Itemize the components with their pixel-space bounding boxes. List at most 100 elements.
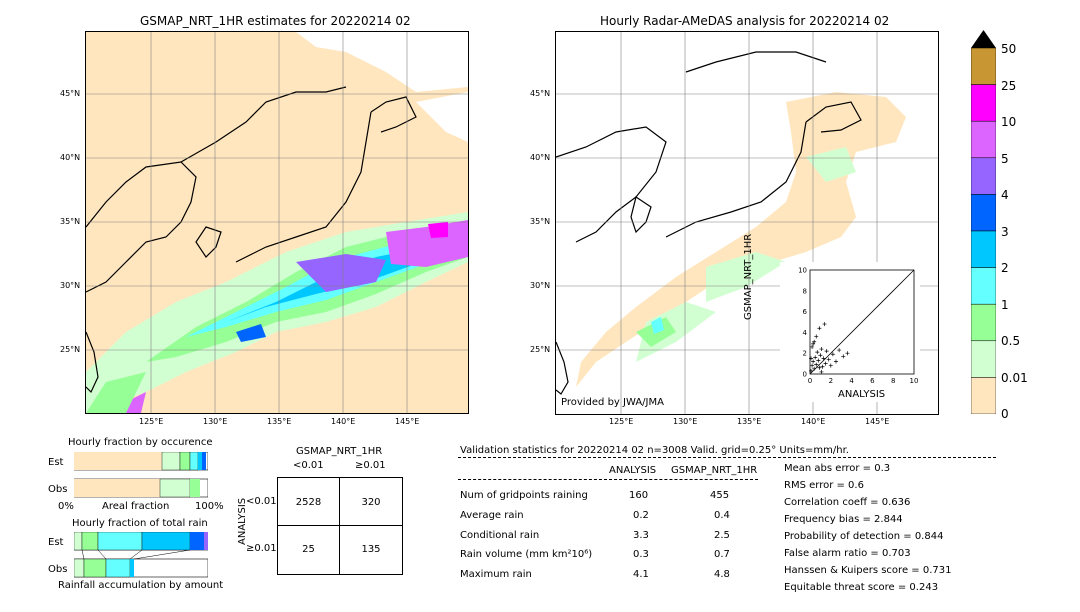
colorbar-swatch bbox=[970, 267, 997, 305]
cell-ge-ge: 135 bbox=[361, 544, 381, 555]
colorbar-swatches bbox=[970, 30, 997, 415]
occurrence-obs-label: Obs bbox=[48, 484, 68, 495]
cbar-label-0: 0 bbox=[1001, 407, 1009, 421]
scatter-x-tick: 4 bbox=[849, 377, 854, 385]
colorbar-swatch bbox=[970, 120, 997, 159]
right-lat-tick-40: 40°N bbox=[530, 153, 551, 162]
score-ets: Equitable threat score = 0.243 bbox=[784, 582, 939, 593]
scatter-xlabel: ANALYSIS bbox=[838, 389, 886, 400]
scatter-point bbox=[812, 339, 817, 344]
validation-header: Validation statistics for 20220214 02 n=… bbox=[460, 445, 849, 456]
colorbar-swatch bbox=[970, 157, 997, 195]
contingency-title: GSMAP_NRT_1HR bbox=[296, 446, 383, 457]
scatter-point bbox=[816, 358, 821, 363]
validation-row-label: Rain volume (mm km²10⁶) bbox=[460, 549, 593, 560]
scatter-point bbox=[828, 363, 833, 368]
colorbar-swatch bbox=[970, 47, 997, 85]
scatter-point bbox=[834, 359, 838, 364]
left-lon-tick-135: 135°E bbox=[267, 417, 292, 426]
scatter-point bbox=[809, 356, 814, 361]
occurrence-axis-right: 100% bbox=[195, 501, 224, 512]
validation-row-gsmap: 2.5 bbox=[714, 530, 730, 541]
total-rain-title: Hourly fraction of total rain bbox=[72, 518, 208, 529]
right-lat-tick-45: 45°N bbox=[530, 89, 551, 98]
scatter-point bbox=[823, 361, 828, 366]
validation-row-gsmap: 0.4 bbox=[714, 510, 730, 521]
scatter-inset: 0 0 2 2 4 4 6 6 8 8 10 10 bbox=[780, 262, 920, 402]
validation-col-analysis: ANALYSIS bbox=[609, 465, 657, 476]
validation-row-gsmap: 0.7 bbox=[714, 549, 730, 560]
cbar-label-0-01: 0.01 bbox=[1001, 371, 1028, 385]
score-frequency-bias: Frequency bias = 2.844 bbox=[784, 514, 903, 525]
cbar-label-3: 3 bbox=[1001, 225, 1009, 239]
scatter-point bbox=[811, 359, 816, 364]
left-lat-tick-25: 25°N bbox=[60, 345, 81, 354]
scatter-point bbox=[837, 348, 842, 353]
validation-col-divider bbox=[458, 479, 758, 480]
validation-col-gsmap: GSMAP_NRT_1HR bbox=[671, 465, 758, 476]
left-lon-tick-125: 125°E bbox=[139, 417, 164, 426]
left-lon-tick-130: 130°E bbox=[203, 417, 228, 426]
scatter-point bbox=[812, 366, 817, 371]
occurrence-axis-left: 0% bbox=[58, 501, 74, 512]
occurrence-est-label: Est bbox=[48, 457, 64, 468]
scatter-point bbox=[818, 353, 823, 358]
validation-row-analysis: 4.1 bbox=[633, 569, 649, 580]
scatter-y-tick: 8 bbox=[803, 287, 807, 295]
left-lon-tick-140: 140°E bbox=[331, 417, 356, 426]
total-rain-bars bbox=[73, 531, 209, 578]
scatter-x-tick: 10 bbox=[910, 377, 919, 385]
radar-credit: Provided by JWA/JMA bbox=[561, 397, 664, 408]
scatter-y-tick: 0 bbox=[803, 371, 807, 379]
validation-row-label: Num of gridpoints raining bbox=[460, 490, 588, 501]
score-hk: Hanssen & Kuipers score = 0.731 bbox=[784, 565, 952, 576]
total-rain-footer: Rainfall accumulation by amount bbox=[58, 580, 224, 591]
scatter-point bbox=[824, 349, 829, 354]
cbar-label-1: 1 bbox=[1001, 298, 1009, 312]
cbar-label-50: 50 bbox=[1001, 42, 1017, 56]
validation-divider bbox=[458, 457, 996, 458]
right-lon-tick-145: 145°E bbox=[865, 417, 890, 426]
cell-ge-lt: 25 bbox=[302, 544, 315, 555]
scatter-point bbox=[822, 322, 827, 327]
right-lat-tick-35: 35°N bbox=[530, 217, 551, 226]
scatter-x-tick: 2 bbox=[829, 377, 833, 385]
scatter-point bbox=[810, 363, 815, 368]
cell-lt-lt: 2528 bbox=[295, 497, 322, 508]
colorbar bbox=[970, 30, 997, 415]
total-rain-obs-label: Obs bbox=[48, 564, 68, 575]
right-map-title: Hourly Radar-AMeDAS analysis for 2022021… bbox=[600, 14, 890, 28]
colorbar-swatch bbox=[970, 84, 997, 122]
scatter-one-to-one-line bbox=[809, 269, 915, 375]
scatter-x-tick: 6 bbox=[870, 377, 875, 385]
scatter-point bbox=[841, 354, 846, 359]
validation-row-label: Average rain bbox=[460, 510, 524, 521]
right-lat-tick-25: 25°N bbox=[530, 345, 551, 354]
validation-row-analysis: 3.3 bbox=[633, 530, 649, 541]
cbar-label-5: 5 bbox=[1001, 152, 1009, 166]
cbar-label-10: 10 bbox=[1001, 115, 1017, 129]
left-lat-tick-35: 35°N bbox=[60, 217, 81, 226]
score-far: False alarm ratio = 0.703 bbox=[784, 548, 911, 559]
occurrence-axis-mid: Areal fraction bbox=[102, 501, 170, 512]
scatter-point bbox=[810, 344, 815, 349]
right-lon-tick-125: 125°E bbox=[609, 417, 634, 426]
cbar-label-2: 2 bbox=[1001, 261, 1009, 275]
scatter-point bbox=[819, 369, 824, 374]
cell-lt-ge: 320 bbox=[361, 497, 381, 508]
colorbar-swatch bbox=[970, 230, 997, 268]
validation-row-gsmap: 455 bbox=[710, 490, 730, 501]
score-correlation: Correlation coeff = 0.636 bbox=[784, 497, 911, 508]
scatter-point bbox=[817, 326, 822, 331]
scatter-point bbox=[817, 365, 822, 370]
contingency-table: 2528 320 25 135 bbox=[277, 477, 403, 575]
contingency-col-lt: <0.01 bbox=[293, 460, 324, 471]
scatter-y-tick: 6 bbox=[803, 308, 808, 316]
scatter-plot: 00 2 2 4 4 6 6 8 8 10 10 bbox=[798, 267, 919, 386]
occurrence-bars bbox=[73, 451, 209, 498]
right-lat-tick-30: 30°N bbox=[530, 281, 551, 290]
colorbar-swatch bbox=[970, 377, 997, 415]
score-mean-abs-error: Mean abs error = 0.3 bbox=[784, 463, 891, 474]
scatter-point bbox=[809, 368, 814, 373]
validation-row-analysis: 160 bbox=[629, 490, 649, 501]
